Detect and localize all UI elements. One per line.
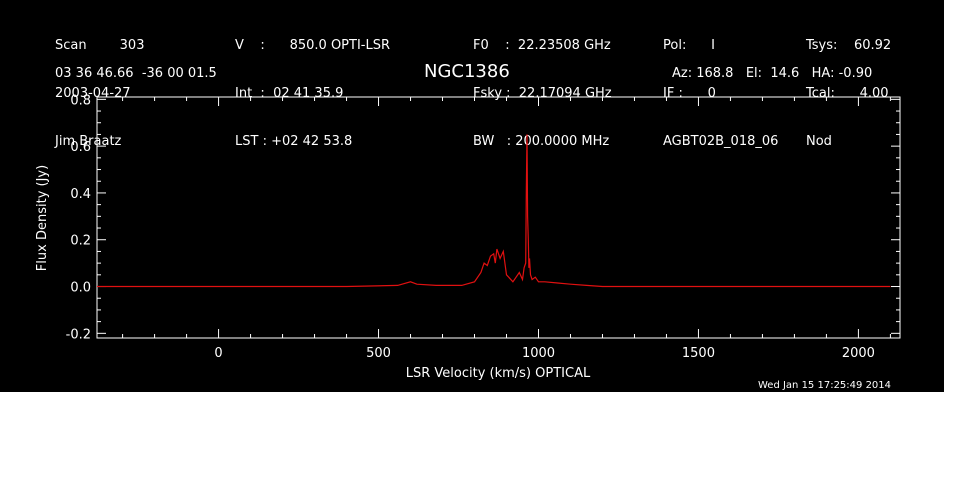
series-group	[97, 134, 891, 288]
x-tick-label: 0	[214, 346, 222, 361]
spectrum-chart: 0 500 1000 1500 2000 -0.2 0.0 0.2 0.4 0.6 0.8 LSR …	[35, 93, 901, 381]
x-tick-label: 1000	[522, 346, 555, 361]
x-tick-label: 2000	[842, 346, 875, 361]
y-tick-label: 0.0	[70, 281, 91, 296]
observer-line: Jim Braatz	[55, 134, 122, 149]
mode-line: Nod	[806, 134, 832, 149]
x-tick-label: 1500	[682, 346, 715, 361]
lst-line: LST : +02 42 53.8	[235, 134, 353, 149]
y-tick-label: 0.6	[70, 140, 91, 155]
project-line: AGBT02B_018_06	[663, 134, 779, 149]
velocity-line: V : 850.0 OPTI-LSR	[235, 38, 391, 53]
f0-line: F0 : 22.23508 GHz	[473, 38, 611, 53]
polarization-info: Pol: I IF : 0 AGBT02B_018_06	[663, 6, 778, 182]
y-tick-label: 0.2	[70, 234, 91, 249]
source-title: NGC1386	[424, 61, 510, 82]
scan-line: Scan 303	[55, 38, 145, 53]
axis-ticks	[97, 97, 900, 338]
pol-line: Pol: I	[663, 38, 715, 53]
bandwidth-line: BW : 200.0000 MHz	[473, 134, 610, 149]
y-tick-label: 0.8	[70, 93, 91, 108]
az-el-ha: Az: 168.8 El: 14.6 HA: -0.90	[672, 66, 873, 81]
if-line: IF : 0	[663, 86, 716, 101]
plot-frame	[96, 96, 901, 339]
x-tick-label: 500	[366, 346, 391, 361]
y-tick-label: 0.4	[70, 187, 91, 202]
timestamp: Wed Jan 15 17:25:49 2014	[758, 380, 892, 391]
scan-info: Scan 303 2003-04-27 Jim Braatz	[55, 6, 144, 182]
x-axis-label: LSR Velocity (km/s) OPTICAL	[406, 366, 591, 381]
tsys-line: Tsys: 60.92	[806, 38, 892, 53]
y-axis-label: Flux Density (Jy)	[35, 165, 50, 271]
plot-panel: Scan 303 2003-04-27 Jim Braatz V : 850.0…	[0, 0, 944, 392]
spectrum-line	[97, 134, 891, 288]
coordinates: 03 36 46.66 -36 00 01.5	[55, 66, 217, 81]
axis-tick-labels: 0 500 1000 1500 2000 -0.2 0.0 0.2 0.4 0.6 0.8	[66, 93, 875, 361]
y-tick-label: -0.2	[66, 327, 91, 342]
